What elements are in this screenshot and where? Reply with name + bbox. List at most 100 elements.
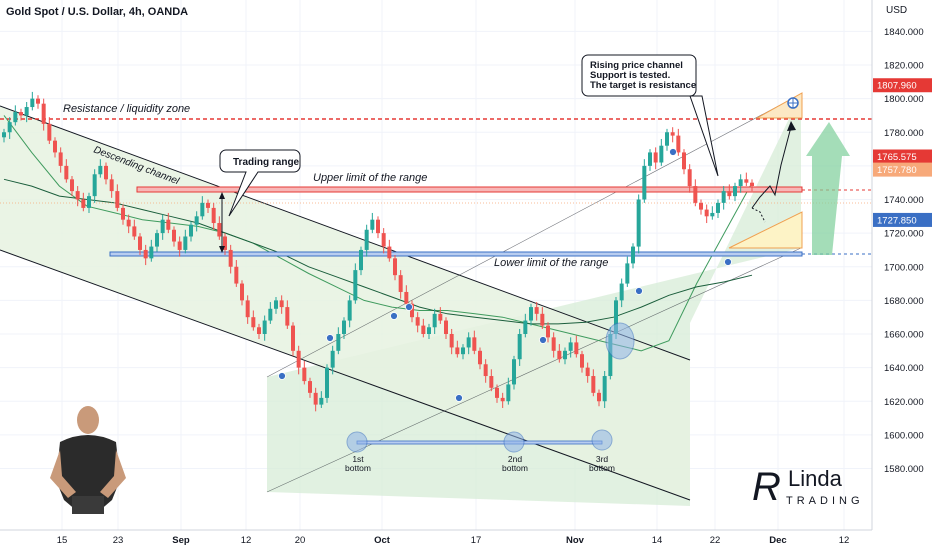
- candle-body: [699, 202, 703, 210]
- candle-body: [461, 347, 465, 355]
- candle-body: [115, 191, 120, 208]
- price-axis-labels: 1807.960 1765.575 1757.780 1727.850: [873, 78, 932, 227]
- candle-body: [353, 270, 358, 301]
- candle-body: [687, 169, 692, 187]
- candle-body: [591, 376, 596, 393]
- projected-path: [751, 126, 792, 209]
- y-tick-label: 1660.000: [884, 330, 924, 341]
- candle-body: [92, 174, 97, 197]
- callout-line-3: The target is resistance: [590, 80, 696, 91]
- candle-body: [483, 364, 488, 377]
- candle-body: [149, 246, 154, 259]
- x-tick-label: 15: [57, 535, 68, 546]
- candle-body: [438, 313, 443, 321]
- candle-body: [336, 334, 341, 351]
- price-tag: [873, 212, 932, 227]
- candle-body: [455, 347, 460, 355]
- price-tag-label: 1765.575: [877, 152, 917, 163]
- candle-body: [716, 202, 720, 213]
- candle-body: [302, 367, 307, 382]
- bottom1-label-top: 1st: [352, 454, 364, 464]
- linda-trading-logo: R Linda TRADING: [752, 465, 864, 509]
- candle-body: [733, 186, 737, 197]
- candle-body: [166, 219, 171, 230]
- candle-body: [359, 249, 363, 271]
- candle-body: [217, 223, 222, 237]
- third-bottom-marker: [591, 429, 613, 451]
- candle-body: [665, 132, 669, 146]
- candle-body: [87, 196, 91, 208]
- rising-channel-upper-line: [266, 93, 802, 378]
- candle-body: [415, 317, 420, 326]
- candle-body: [319, 397, 324, 405]
- candle-body: [546, 325, 550, 338]
- candlesticks: [2, 91, 754, 412]
- candle-body: [710, 212, 715, 217]
- candle-body: [381, 233, 386, 247]
- x-tick-label: Dec: [769, 535, 786, 546]
- price-tag: [873, 162, 932, 177]
- sma-line: [3, 178, 753, 325]
- candle-body: [132, 226, 137, 237]
- bottom-labels: 1st bottom 2nd bottom 3rd bottom: [345, 454, 615, 473]
- candle-body: [53, 140, 57, 153]
- candle-body: [177, 241, 182, 250]
- candle-body: [597, 392, 601, 402]
- pivot-marker: [326, 334, 334, 342]
- candle-body: [534, 307, 539, 314]
- candle-body: [540, 313, 545, 326]
- candle-body: [619, 283, 624, 301]
- candle-body: [2, 132, 6, 138]
- candle-body: [64, 165, 69, 180]
- presenter-arm-right: [100, 450, 126, 498]
- candle-body: [472, 337, 477, 351]
- candle-body: [189, 224, 193, 237]
- candle-body: [636, 199, 641, 247]
- candle-body: [121, 207, 125, 220]
- callout-line-1: Rising price channel: [590, 60, 683, 71]
- candle-body: [557, 350, 562, 360]
- y-tick-label: 1780.000: [884, 128, 924, 139]
- candle-body: [257, 327, 261, 334]
- candle-body: [653, 152, 658, 163]
- bottom3-label-bottom: bottom: [589, 463, 615, 473]
- candle-body: [551, 337, 556, 351]
- candle-body: [245, 300, 250, 318]
- candle-body: [404, 291, 409, 304]
- pivot-marker: [390, 312, 398, 320]
- candle-body: [750, 182, 754, 187]
- price-tag-label: 1757.780: [877, 165, 917, 176]
- candle-body: [563, 350, 567, 360]
- candle-body: [738, 179, 743, 187]
- candle-body: [410, 303, 414, 318]
- price-tag: [873, 78, 932, 93]
- candle-body: [704, 209, 709, 217]
- candle-body: [279, 300, 284, 308]
- candle-body: [347, 300, 352, 321]
- bottom2-label-top: 2nd: [508, 454, 522, 464]
- first-bottom-marker: [346, 431, 368, 453]
- candle-body: [370, 219, 375, 230]
- x-tick-label: 12: [839, 535, 850, 546]
- candle-body: [19, 112, 23, 116]
- candle-body: [13, 112, 18, 123]
- lower-range-band: [109, 251, 803, 257]
- chart-title: Gold Spot / U.S. Dollar, 4h, OANDA: [6, 6, 189, 18]
- x-tick-label: 17: [471, 535, 482, 546]
- y-tick-label: 1620.000: [884, 397, 924, 408]
- y-tick-label: 1840.000: [884, 27, 924, 38]
- upper-limit-label: Upper limit of the range: [313, 172, 427, 184]
- y-tick-label: 1720.000: [884, 229, 924, 240]
- trading-range-arrow-down: [219, 246, 225, 253]
- candle-body: [449, 334, 454, 348]
- y-tick-label: 1800.000: [884, 94, 924, 105]
- candle-body: [642, 165, 647, 200]
- candle-body: [693, 186, 698, 203]
- pivot-marker: [539, 336, 547, 344]
- logo-bottom-text: TRADING: [786, 495, 864, 507]
- candle-body: [81, 199, 86, 208]
- candle-body: [432, 313, 437, 328]
- candle-body: [234, 266, 239, 284]
- second-bottom-marker: [503, 431, 525, 453]
